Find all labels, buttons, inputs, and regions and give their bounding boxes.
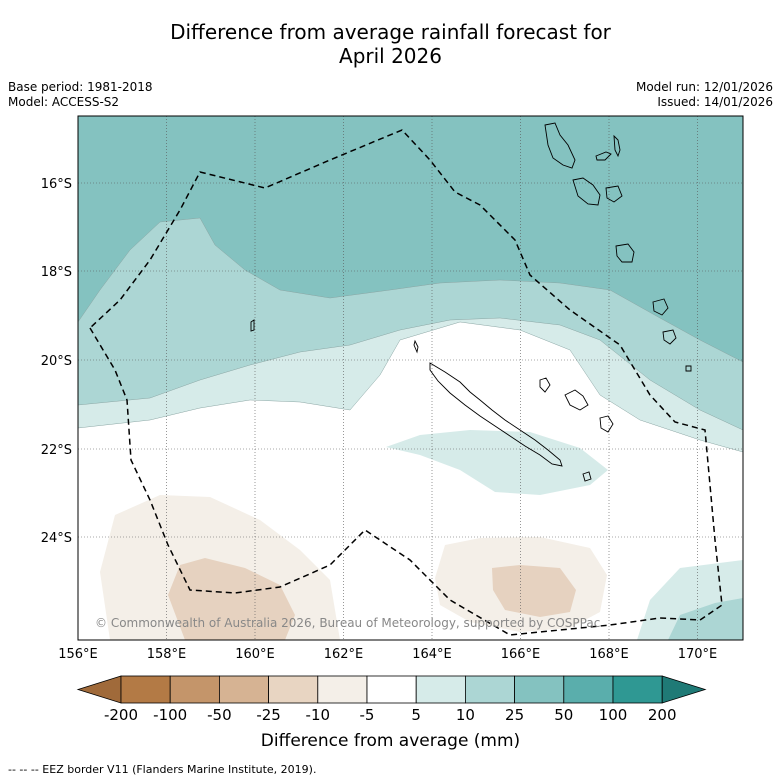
base-period: Base period: 1981-2018	[8, 80, 153, 94]
island-isle-of-pines	[582, 471, 592, 482]
issued-date: Issued: 14/01/2026	[657, 95, 773, 109]
title-line-1: Difference from average rainfall forecas…	[170, 20, 611, 44]
lon-label: 166°E	[501, 647, 541, 662]
colorbar-tick-label: 100	[599, 706, 628, 724]
island-futuna	[685, 365, 692, 372]
island-aneityum	[662, 329, 677, 345]
colorbar-segment	[415, 675, 466, 704]
colorbar-segment	[120, 675, 171, 704]
colorbar-tick-label: 10	[456, 706, 475, 724]
gridlines	[78, 116, 743, 640]
island-pentecost	[613, 134, 621, 158]
island-new-caledonia	[429, 362, 563, 467]
lat-label: 24°S	[41, 531, 72, 546]
lon-label: 164°E	[412, 647, 452, 662]
model-run: Model run: 12/01/2026	[635, 80, 773, 94]
colorbar-extend-low	[76, 675, 122, 704]
island-erromango	[615, 243, 635, 263]
anomaly-dry-southcentral-core	[492, 565, 576, 617]
copyright-notice: © Commonwealth of Australia 2026, Bureau…	[95, 616, 600, 630]
lon-label: 168°E	[589, 647, 629, 662]
lon-label: 170°E	[678, 647, 718, 662]
chart-title: Difference from average rainfall forecas…	[0, 20, 781, 68]
anomaly-50-100	[78, 116, 743, 362]
anomaly-dry-southwest-core	[168, 558, 295, 640]
island-mare	[599, 415, 614, 433]
island-ouvea	[539, 377, 551, 393]
island-malekula	[572, 177, 601, 206]
eez-footnote: -- -- -- EEZ border V11 (Flanders Marine…	[8, 763, 317, 776]
lon-label: 156°E	[58, 647, 98, 662]
eez-border	[89, 129, 723, 636]
colorbar-segment	[563, 675, 614, 704]
colorbar-tick-label: 5	[411, 706, 421, 724]
meta-left: Base period: 1981-2018 Model: ACCESS-S2	[8, 80, 153, 110]
lon-label: 160°E	[235, 647, 275, 662]
island-espiritu-santo	[544, 122, 576, 169]
lon-label: 158°E	[147, 647, 187, 662]
island-tanna	[652, 298, 669, 316]
island-efate	[605, 185, 623, 203]
colorbar: -200 -100 -50 -25 -10 -5 5 10 25 50 100 200	[76, 675, 707, 724]
lat-label: 22°S	[41, 443, 72, 458]
model-name: Model: ACCESS-S2	[8, 95, 120, 109]
colorbar-segment	[317, 675, 368, 704]
lat-label: 18°S	[41, 265, 72, 280]
lon-labels: 156°E 158°E 160°E 162°E 164°E 166°E 168°…	[58, 647, 717, 662]
colorbar-tick-label: -5	[360, 706, 375, 724]
coastlines	[250, 122, 692, 482]
colorbar-label: Difference from average (mm)	[260, 731, 521, 751]
anomaly-wet-southeast-core	[668, 598, 743, 640]
island-chesterfield	[250, 319, 255, 332]
map-frame	[77, 115, 744, 641]
lat-label: 16°S	[41, 177, 72, 192]
colorbar-segment	[268, 675, 319, 704]
lat-label: 20°S	[41, 354, 72, 369]
colorbar-tick-label: -200	[104, 706, 138, 724]
island-belep	[413, 339, 419, 354]
map-area: © Commonwealth of Australia 2026, Bureau…	[78, 116, 743, 640]
lat-labels: 16°S 18°S 20°S 22°S 24°S	[41, 177, 72, 546]
colorbar-tick-label: -25	[256, 706, 281, 724]
meta-right: Model run: 12/01/2026 Issued: 14/01/2026	[636, 80, 773, 110]
colorbar-segment	[366, 675, 417, 704]
colorbar-tick-label: 25	[505, 706, 524, 724]
lon-label: 162°E	[324, 647, 364, 662]
colorbar-segment	[514, 675, 565, 704]
colorbar-segment	[612, 675, 663, 704]
island-lifou	[564, 389, 589, 411]
colorbar-extend-high	[661, 675, 707, 704]
colorbar-segment	[169, 675, 220, 704]
colorbar-segment	[218, 675, 269, 704]
colorbar-segment	[464, 675, 515, 704]
title-line-2: April 2026	[339, 44, 442, 68]
island-ambae	[595, 151, 612, 161]
contour-lines	[78, 217, 743, 453]
colorbar-tick-label: -100	[153, 706, 187, 724]
colorbar-tick-label: 50	[554, 706, 573, 724]
colorbar-tick-label: 200	[648, 706, 677, 724]
colorbar-tick-label: -50	[207, 706, 232, 724]
colorbar-tick-label: -10	[306, 706, 331, 724]
anomaly-patch-newcal	[386, 430, 608, 495]
